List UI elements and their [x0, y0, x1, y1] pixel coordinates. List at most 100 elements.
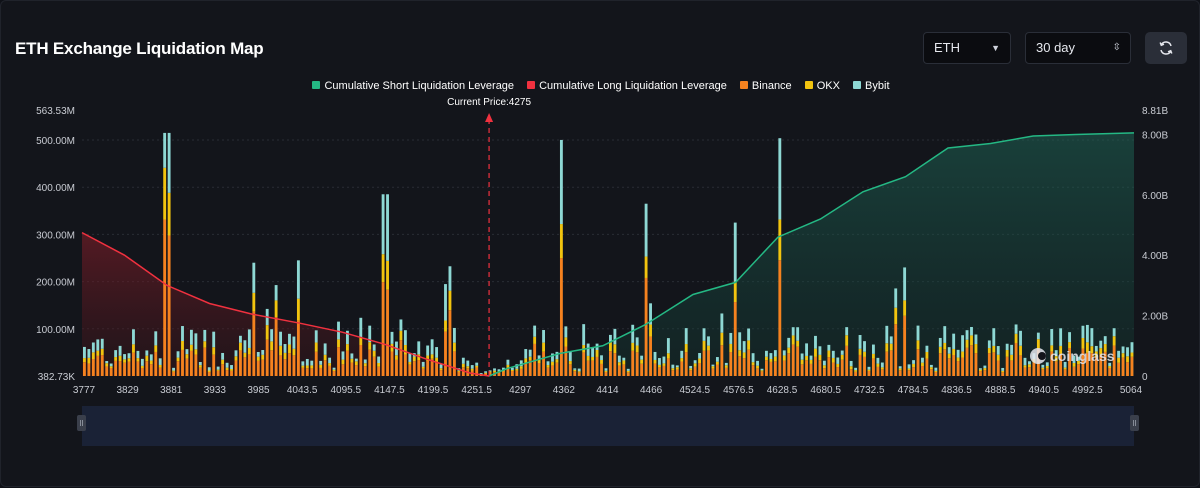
binance-bar: [83, 362, 86, 376]
bybit-bar: [917, 326, 920, 341]
binance-bar: [1046, 368, 1049, 376]
navigator-track: [82, 406, 1134, 446]
bybit-bar: [925, 346, 928, 352]
bybit-bar: [957, 350, 960, 358]
okx-bar: [952, 349, 955, 355]
okx-bar: [342, 360, 345, 365]
current-price-marker: Current Price:4275: [447, 97, 531, 376]
okx-bar: [266, 325, 269, 340]
coinglass-wordmark: coinglass: [1050, 348, 1115, 364]
binance-bar: [221, 364, 224, 376]
okx-bar: [110, 366, 113, 368]
binance-bar: [235, 361, 238, 376]
bybit-bar: [823, 361, 826, 366]
bybit-bar: [257, 352, 260, 357]
okx-bar: [578, 371, 581, 372]
bybit-bar: [1117, 351, 1120, 358]
bybit-bar: [208, 367, 211, 370]
bybit-bar: [591, 348, 594, 357]
bybit-bar: [333, 368, 336, 370]
bybit-bar: [729, 333, 732, 344]
bybit-bar: [159, 358, 162, 365]
binance-bar: [997, 360, 1000, 376]
okx-bar: [355, 361, 358, 365]
x-tick-label: 4251.5: [461, 385, 492, 396]
bybit-bar: [462, 358, 465, 364]
bybit-bar: [921, 358, 924, 363]
x-tick-label: 3777: [73, 385, 96, 396]
okx-bar: [511, 370, 514, 371]
bybit-bar: [1006, 344, 1009, 350]
okx-bar: [961, 352, 964, 358]
okx-bar: [128, 358, 131, 361]
bybit-bar: [212, 332, 215, 348]
binance-bar: [934, 372, 937, 376]
bybit-bar: [324, 343, 327, 354]
binance-bar: [600, 364, 603, 376]
okx-bar: [551, 362, 554, 366]
binance-bar: [163, 220, 166, 376]
binance-bar: [422, 369, 425, 376]
okx-bar: [444, 321, 447, 332]
okx-bar: [395, 355, 398, 360]
bybit-bar: [600, 355, 603, 360]
binance-bar: [346, 351, 349, 376]
bybit-bar: [83, 347, 86, 358]
okx-bar: [649, 325, 652, 337]
okx-bar: [168, 193, 171, 236]
bybit-bar: [524, 349, 527, 358]
bybit-bar: [841, 351, 844, 355]
bybit-bar: [810, 356, 813, 360]
bybit-bar: [850, 361, 853, 366]
binance-bar: [859, 355, 862, 376]
okx-bar: [627, 371, 630, 372]
okx-bar: [150, 361, 153, 365]
bybit-bar: [1131, 342, 1134, 352]
bybit-bar: [301, 361, 304, 365]
binance-bar: [930, 369, 933, 376]
coinglass-logo-cutout: [1038, 352, 1046, 360]
okx-bar: [600, 360, 603, 364]
x-tick-label: 3985: [247, 385, 270, 396]
binance-bar: [128, 362, 131, 376]
bybit-bar: [119, 346, 122, 356]
okx-bar: [778, 219, 781, 260]
binance-bar: [966, 348, 969, 376]
okx-bar: [912, 364, 915, 367]
binance-bar: [569, 364, 572, 376]
binance-bar: [324, 360, 327, 376]
bybit-bar: [226, 363, 229, 368]
binance-bar: [747, 350, 750, 376]
range-navigator[interactable]: [77, 406, 1139, 446]
binance-bar: [685, 352, 688, 376]
binance-bar: [515, 371, 518, 376]
bybit-bar: [408, 353, 411, 361]
okx-bar: [587, 356, 590, 361]
x-tick-label: 4680.5: [810, 385, 841, 396]
bybit-bar: [471, 365, 474, 369]
okx-bar: [631, 343, 634, 351]
binance-bar: [319, 368, 322, 376]
x-tick-label: 4732.5: [854, 385, 885, 396]
bybit-bar: [618, 356, 621, 363]
bybit-bar: [431, 339, 434, 354]
bybit-bar: [1001, 368, 1004, 371]
binance-bar: [885, 352, 888, 376]
binance-bar: [783, 361, 786, 376]
binance-bar: [315, 352, 318, 376]
bybit-bar: [720, 313, 723, 332]
binance-bar: [1024, 367, 1027, 376]
x-tick-label: 3881: [160, 385, 183, 396]
bybit-bar: [96, 339, 99, 350]
bybit-bar: [943, 326, 946, 343]
binance-bar: [275, 317, 278, 376]
bybit-bar: [761, 369, 764, 370]
okx-bar: [440, 368, 443, 370]
y-right-tick-label: 8.00B: [1142, 130, 1168, 141]
okx-bar: [988, 348, 991, 353]
binance-bar: [145, 361, 148, 376]
okx-bar: [934, 371, 937, 372]
bybit-bar: [181, 326, 184, 341]
okx-bar: [792, 335, 795, 344]
